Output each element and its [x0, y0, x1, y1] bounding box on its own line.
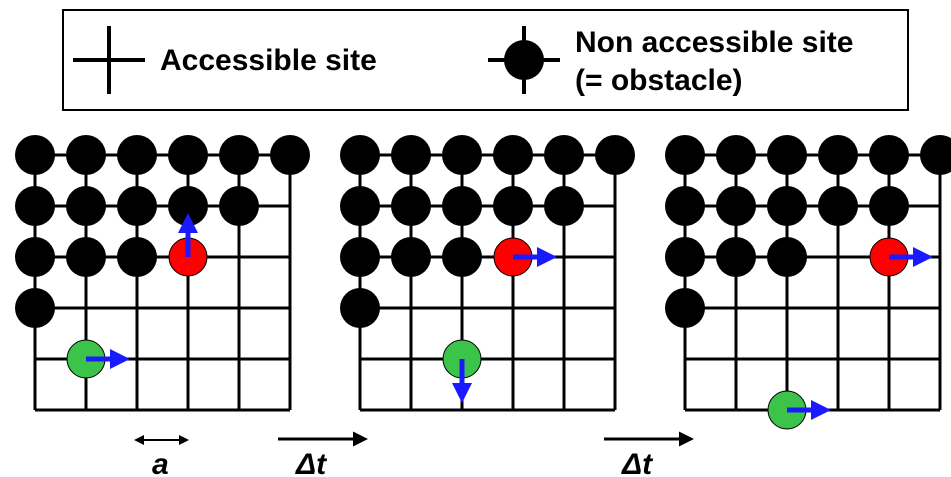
- obstacle-site: [716, 186, 756, 226]
- obstacle-site: [117, 237, 157, 277]
- obstacle-site: [442, 135, 482, 175]
- obstacle-site-label-line2: (= obstacle): [575, 64, 743, 97]
- obstacle-site: [168, 186, 208, 226]
- obstacle-site: [340, 186, 380, 226]
- obstacle-site: [665, 186, 705, 226]
- obstacle-site: [869, 186, 909, 226]
- obstacle-site: [544, 186, 584, 226]
- obstacle-site: [219, 135, 259, 175]
- obstacle-site: [716, 135, 756, 175]
- obstacle-site: [391, 135, 431, 175]
- time-step-label-2: Δt: [621, 448, 654, 477]
- obstacle-site: [544, 135, 584, 175]
- obstacle-site: [219, 186, 259, 226]
- obstacle-site: [920, 135, 951, 175]
- obstacle-site: [15, 237, 55, 277]
- obstacle-site: [391, 237, 431, 277]
- obstacle-site: [767, 135, 807, 175]
- obstacle-site-symbol: [488, 26, 560, 94]
- obstacle-site: [117, 186, 157, 226]
- obstacle-site: [767, 186, 807, 226]
- obstacle-site: [716, 237, 756, 277]
- obstacle-site: [493, 186, 533, 226]
- accessible-site-label: Accessible site: [160, 44, 377, 77]
- obstacle-site: [665, 237, 705, 277]
- time-step-2: Δt: [604, 431, 694, 477]
- obstacle-site: [340, 288, 380, 328]
- lattice-state-3: [665, 135, 951, 430]
- obstacle-site: [442, 237, 482, 277]
- obstacle-site: [117, 135, 157, 175]
- obstacle-site: [767, 237, 807, 277]
- obstacle-site: [340, 135, 380, 175]
- obstacle-site: [869, 135, 909, 175]
- lattice-state-1: [15, 135, 310, 412]
- obstacle-site: [391, 186, 431, 226]
- lattice-spacing-label: a: [152, 448, 169, 477]
- obstacle-site: [665, 288, 705, 328]
- obstacle-site: [15, 186, 55, 226]
- obstacle-site: [818, 135, 858, 175]
- obstacle-site: [818, 186, 858, 226]
- accessible-site-symbol: [73, 26, 145, 94]
- time-step-1: Δt: [278, 431, 368, 477]
- obstacle-site: [340, 237, 380, 277]
- obstacle-site: [270, 135, 310, 175]
- obstacle-site: [595, 135, 635, 175]
- obstacle-site: [66, 135, 106, 175]
- legend: Accessible site Non accessible site (= o…: [62, 9, 909, 111]
- obstacle-site: [493, 135, 533, 175]
- obstacle-site: [66, 237, 106, 277]
- lattice-spacing-indicator: a: [134, 435, 189, 477]
- obstacle-site: [442, 186, 482, 226]
- time-step-label-1: Δt: [295, 448, 328, 477]
- legend-box: [62, 9, 909, 111]
- lattice-state-2: [340, 135, 635, 412]
- obstacle-site: [66, 186, 106, 226]
- obstacle-site: [15, 288, 55, 328]
- obstacle-site: [168, 135, 208, 175]
- obstacle-site-label-line1: Non accessible site: [575, 26, 853, 59]
- obstacle-site: [15, 135, 55, 175]
- obstacle-site: [665, 135, 705, 175]
